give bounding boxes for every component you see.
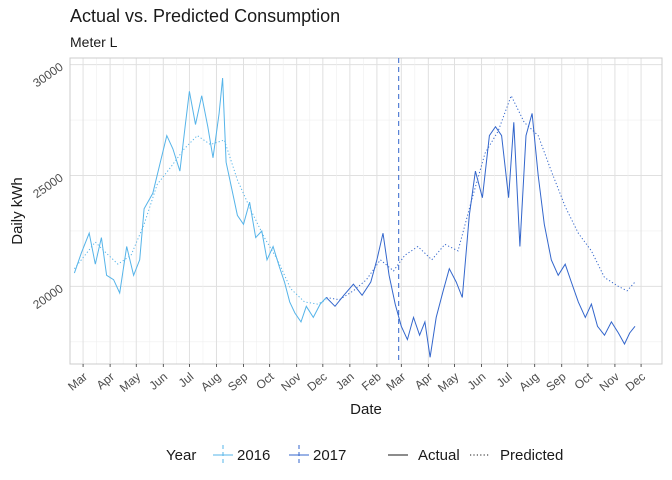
x-tick-label: Jun	[146, 370, 170, 393]
x-tick-label: Sep	[543, 369, 569, 394]
x-tick-label: Nov	[278, 370, 303, 394]
legend-title-year: Year	[166, 447, 196, 464]
chart-subtitle: Meter L	[70, 34, 118, 50]
legend-label-2016: 2016	[237, 447, 270, 464]
x-tick-label: Jul	[176, 370, 197, 391]
x-tick-label: Dec	[623, 370, 648, 394]
x-tick-label: Mar	[383, 370, 408, 394]
x-tick-label: Nov	[596, 370, 621, 394]
x-tick-label: Oct	[572, 369, 596, 392]
x-tick-label: Aug	[198, 370, 223, 394]
x-tick-label: Sep	[225, 369, 251, 394]
x-tick-label: May	[435, 370, 461, 395]
y-tick-label: 20000	[30, 281, 66, 312]
x-tick-label: Mar	[65, 370, 90, 394]
chart-title: Actual vs. Predicted Consumption	[70, 6, 341, 26]
x-tick-label: Jun	[465, 370, 489, 393]
series-layer	[73, 77, 636, 358]
y-axis-ticks: 20000 25000 30000	[30, 59, 66, 312]
legend-label-2017: 2017	[313, 447, 346, 464]
grid	[70, 58, 662, 364]
x-tick-label: May	[117, 370, 143, 395]
y-axis-title: Daily kWh	[9, 177, 26, 245]
x-tick-label: Dec	[304, 370, 329, 394]
x-tick-label: Aug	[516, 370, 541, 394]
x-tick-label: Jan	[333, 370, 357, 393]
x-tick-label: Jul	[494, 370, 515, 391]
legend: Year 2016 2017 Actual Predicted	[166, 445, 563, 465]
x-axis-ticks: Mar Apr May Jun Jul Aug Sep Oct Nov Dec Jan Feb Mar A…	[65, 364, 648, 395]
plot-panel-border	[69, 57, 663, 365]
x-tick-label: Apr	[94, 370, 117, 393]
legend-label-predicted: Predicted	[500, 447, 563, 464]
x-tick-label: Feb	[359, 369, 384, 393]
legend-label-actual: Actual	[418, 447, 460, 464]
x-tick-label: Oct	[253, 369, 277, 392]
series-line-2016-actual	[73, 77, 327, 324]
y-tick-label: 30000	[30, 59, 66, 90]
x-axis-title: Date	[350, 401, 382, 418]
y-tick-label: 25000	[30, 170, 66, 201]
series-line-2017-actual	[325, 113, 636, 358]
series-line-2017-predicted	[326, 94, 636, 301]
x-tick-label: Apr	[412, 370, 435, 393]
